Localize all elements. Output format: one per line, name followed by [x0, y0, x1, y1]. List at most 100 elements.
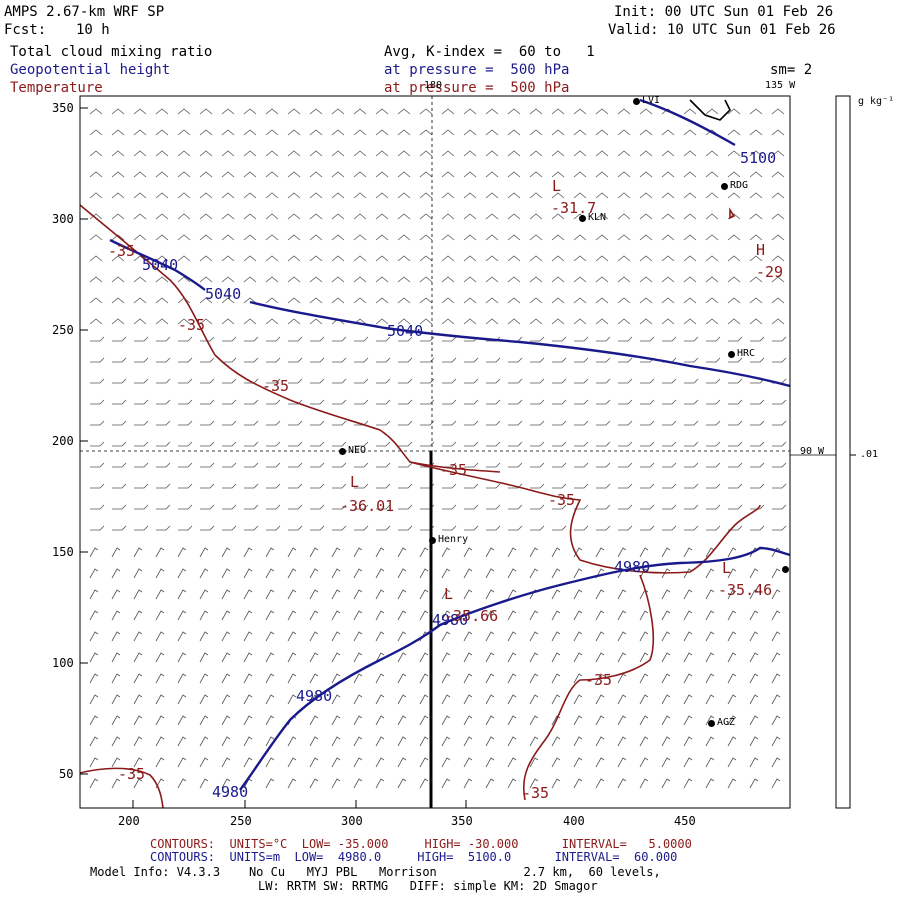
wind-barb	[662, 441, 677, 447]
wind-barb	[727, 694, 737, 705]
wind-barb	[221, 694, 231, 705]
wind-barb	[375, 192, 389, 199]
wind-barb	[684, 399, 699, 405]
wind-barb	[354, 483, 369, 489]
wind-barb	[639, 276, 653, 283]
wind-barb	[750, 357, 765, 363]
wind-barb	[309, 715, 319, 726]
wind-barb	[573, 757, 583, 768]
wind-barb	[661, 736, 671, 747]
wind-barb	[683, 736, 693, 747]
wind-barb	[134, 504, 149, 510]
wind-barb	[442, 336, 457, 342]
wind-barb	[529, 234, 543, 241]
station-label-agz: AGZ	[717, 717, 736, 728]
wind-barb	[397, 129, 411, 136]
wind-barb	[332, 525, 347, 531]
wind-barb	[266, 336, 281, 342]
wind-barb	[265, 192, 279, 199]
wind-barb	[353, 673, 363, 684]
wind-barb	[89, 547, 99, 558]
wind-barb	[485, 778, 495, 789]
wind-barb	[177, 171, 191, 178]
wind-barb	[397, 673, 407, 684]
wind-barb	[265, 129, 279, 136]
wind-barb	[309, 129, 323, 136]
height-contour	[639, 98, 736, 147]
wind-barb	[243, 213, 257, 220]
wind-barb	[134, 483, 149, 489]
wind-barb	[771, 213, 785, 220]
wind-barb	[309, 610, 319, 621]
wind-barb	[728, 336, 743, 342]
wind-barb	[199, 778, 209, 789]
wind-barb	[529, 631, 539, 642]
wind-barb	[705, 757, 715, 768]
wind-barb	[617, 234, 631, 241]
wind-barb	[155, 213, 169, 220]
wind-barb	[464, 420, 479, 426]
wind-barb	[573, 192, 587, 199]
wind-barb	[617, 255, 631, 262]
wind-barb	[552, 483, 567, 489]
station-marker	[633, 98, 640, 105]
wind-barb	[463, 694, 473, 705]
wind-barb	[397, 715, 407, 726]
wind-barb	[375, 715, 385, 726]
wind-barb	[727, 150, 741, 157]
wind-barb	[485, 234, 499, 241]
wind-barb	[309, 150, 323, 157]
wind-barb	[574, 504, 589, 510]
wind-barb	[442, 378, 457, 384]
wind-barb	[177, 631, 187, 642]
wind-barb	[595, 213, 609, 220]
wind-barb	[243, 192, 257, 199]
wind-barb	[683, 255, 697, 262]
wind-barb	[706, 504, 721, 510]
wind-barb	[221, 715, 231, 726]
station-marker	[579, 215, 586, 222]
wind-barb	[111, 129, 125, 136]
wind-barb	[177, 757, 187, 768]
wind-barb	[375, 150, 389, 157]
wind-barb	[529, 108, 543, 115]
wind-barb	[419, 610, 429, 621]
wind-barb	[661, 150, 675, 157]
wind-barb	[750, 336, 765, 342]
meridian-135w-label: 135 W	[765, 80, 796, 91]
wind-barb	[639, 150, 653, 157]
wind-barb	[551, 129, 565, 136]
model-info-line1: Model Info: V4.3.3 No Cu MYJ PBL Morriso…	[90, 865, 661, 879]
wind-barb	[375, 171, 389, 178]
wind-barb	[771, 715, 781, 726]
wind-barb	[727, 715, 737, 726]
wind-barb	[353, 631, 363, 642]
wind-barb	[442, 525, 457, 531]
wind-barb	[485, 150, 499, 157]
wind-barb	[222, 441, 237, 447]
wind-barb	[199, 589, 209, 600]
wind-barb	[705, 715, 715, 726]
wind-barb	[486, 462, 501, 468]
wind-barb	[441, 652, 451, 663]
wind-barb	[287, 108, 301, 115]
wind-barb	[706, 336, 721, 342]
wind-barb	[331, 568, 341, 579]
wind-barb	[375, 568, 385, 579]
wind-barb	[639, 778, 649, 789]
wind-barb	[375, 255, 389, 262]
wind-barb	[441, 715, 451, 726]
wind-barb	[288, 462, 303, 468]
wind-barb	[463, 715, 473, 726]
wind-barb	[353, 715, 363, 726]
wind-barb	[574, 525, 589, 531]
wind-barb	[287, 171, 301, 178]
wind-barb	[287, 213, 301, 220]
wind-barb	[595, 736, 605, 747]
wind-barb	[551, 694, 561, 705]
wind-barb	[574, 357, 589, 363]
wind-barb	[441, 129, 455, 136]
wind-barb	[595, 652, 605, 663]
wind-barb	[133, 547, 143, 558]
wind-barb	[133, 610, 143, 621]
